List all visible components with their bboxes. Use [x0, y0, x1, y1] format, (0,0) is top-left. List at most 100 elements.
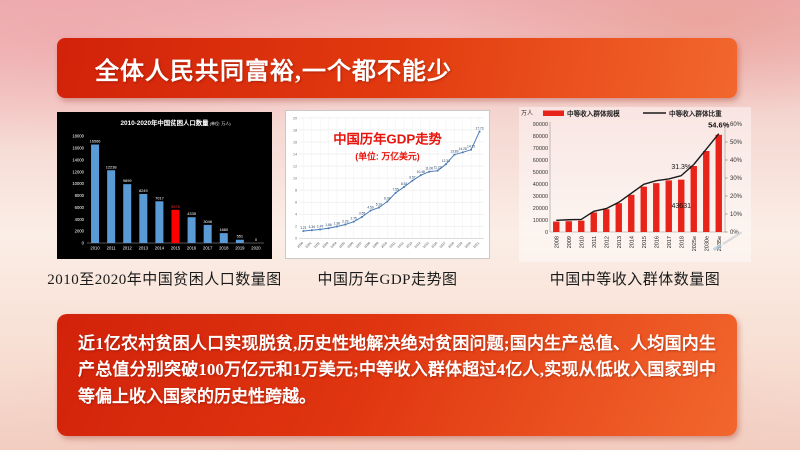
svg-text:30%: 30% [730, 176, 743, 182]
svg-text:4000: 4000 [75, 217, 85, 222]
svg-text:2035e: 2035e [717, 236, 723, 251]
svg-text:2016: 2016 [430, 241, 438, 249]
svg-text:2017: 2017 [667, 236, 673, 248]
svg-text:0: 0 [255, 237, 258, 242]
svg-text:40000: 40000 [533, 182, 548, 188]
svg-text:2012: 2012 [604, 236, 610, 248]
slide-title: 全体人民共同富裕,一个都不能少 [95, 58, 452, 85]
svg-text:60%: 60% [730, 122, 743, 128]
svg-text:2014: 2014 [155, 246, 165, 251]
svg-text:70000: 70000 [533, 146, 548, 152]
svg-text:2009: 2009 [372, 241, 380, 249]
svg-text:14: 14 [293, 151, 298, 156]
svg-text:2014: 2014 [629, 236, 635, 248]
svg-text:2010: 2010 [380, 241, 388, 249]
svg-text:0: 0 [295, 236, 298, 241]
poverty-bar-chart: 2010-2020年中国贫困人口数量 (单位: 万人) 0 2000 4000 6000… [57, 112, 272, 259]
svg-text:1.21: 1.21 [300, 226, 307, 230]
svg-text:2019: 2019 [235, 246, 245, 251]
svg-text:2011: 2011 [592, 236, 598, 248]
svg-text:2014: 2014 [414, 241, 422, 249]
middle-income-combo-chart-svg: 万人 中等收入群体规模 中等收入群体比重 0 10000 20000 30000 40000 5… [521, 109, 743, 251]
svg-text:60000: 60000 [533, 158, 548, 164]
svg-text:0%: 0% [730, 230, 739, 236]
svg-text:2009: 2009 [567, 236, 573, 248]
svg-text:2018: 2018 [219, 246, 229, 251]
svg-text:2013: 2013 [139, 246, 149, 251]
middle-income-combo-chart: 万人 中等收入群体规模 中等收入群体比重 0 10000 20000 30000 40000 5… [519, 107, 751, 262]
svg-text:2013: 2013 [617, 236, 623, 248]
svg-text:16566: 16566 [90, 139, 101, 144]
svg-text:90000: 90000 [533, 122, 548, 128]
svg-text:2006: 2006 [346, 241, 354, 249]
svg-text:2020: 2020 [464, 241, 472, 249]
svg-text:2008: 2008 [554, 236, 560, 248]
svg-text:10.48: 10.48 [417, 170, 425, 174]
svg-text:8249: 8249 [139, 188, 148, 193]
svg-text:0: 0 [82, 241, 85, 246]
svg-text:20: 20 [293, 115, 298, 120]
svg-text:2021: 2021 [472, 241, 480, 249]
svg-text:12.31: 12.31 [442, 159, 450, 163]
svg-text:551: 551 [237, 234, 244, 239]
svg-text:0: 0 [545, 230, 548, 236]
caption-middle-income-chart: 中国中等收入群体数量图 [549, 272, 721, 288]
svg-text:14.72: 14.72 [467, 145, 475, 149]
svg-text:1.47: 1.47 [317, 224, 324, 228]
svg-text:12238: 12238 [106, 164, 117, 169]
poverty-bar-chart-svg: 2010-2020年中国贫困人口数量 (单位: 万人) 0 2000 4000 6000… [72, 118, 264, 251]
svg-text:1.34: 1.34 [309, 225, 316, 229]
svg-text:6000: 6000 [75, 205, 85, 210]
svg-text:6.09: 6.09 [384, 196, 391, 200]
svg-text:10000: 10000 [533, 218, 548, 224]
svg-text:3.55: 3.55 [359, 212, 366, 216]
svg-text:2004: 2004 [330, 241, 338, 249]
title-banner: 全体人民共同富裕,一个都不能少 [57, 38, 737, 98]
svg-text:2019: 2019 [455, 241, 463, 249]
svg-text:54.6%: 54.6% [708, 121, 730, 130]
svg-text:2011: 2011 [389, 241, 397, 249]
svg-text:4: 4 [295, 212, 298, 217]
svg-text:中国历年GDP走势: 中国历年GDP走势 [333, 131, 442, 147]
svg-text:11.06: 11.06 [425, 167, 433, 171]
svg-text:5575: 5575 [171, 204, 180, 209]
svg-text:17.73: 17.73 [475, 126, 483, 130]
svg-text:万人: 万人 [521, 110, 533, 117]
svg-text:2.75: 2.75 [351, 217, 358, 221]
svg-text:2015: 2015 [422, 241, 430, 249]
svg-text:16: 16 [293, 139, 298, 144]
summary-text-block: 近1亿农村贫困人口实现脱贫,历史性地解决绝对贫困问题;国内生产总值、人均国内生产… [57, 314, 737, 436]
gdp-line-chart-svg: 0 2 4 6 8 10 12 14 16 18 20 1.21 2000 1.34 2001 1.47 200… [293, 115, 484, 249]
svg-text:11.23: 11.23 [434, 166, 442, 170]
svg-text:中等收入群体规模: 中等收入群体规模 [567, 109, 620, 118]
svg-text:2015: 2015 [171, 246, 181, 251]
svg-text:(单位: 万亿美元): (单位: 万亿美元) [355, 150, 420, 161]
gdp-line-chart: 0 2 4 6 8 10 12 14 16 18 20 1.21 2000 1.34 2001 1.47 200… [285, 110, 490, 259]
svg-text:1.96: 1.96 [334, 221, 341, 225]
svg-text:50000: 50000 [533, 170, 548, 176]
svg-text:13.89: 13.89 [450, 150, 458, 154]
svg-text:10: 10 [293, 175, 298, 180]
svg-text:5.10: 5.10 [376, 202, 383, 206]
svg-text:20000: 20000 [533, 206, 548, 212]
svg-text:8000: 8000 [75, 193, 85, 198]
svg-text:9.57: 9.57 [409, 176, 416, 180]
svg-text:18: 18 [293, 127, 298, 132]
svg-text:18000: 18000 [72, 134, 84, 139]
svg-text:2003: 2003 [321, 241, 329, 249]
svg-text:2010-2020年中国贫困人口数量 (单位: 万人): 2010-2020年中国贫困人口数量 (单位: 万人) [120, 118, 231, 127]
svg-text:2010: 2010 [90, 246, 100, 251]
svg-text:1.66: 1.66 [325, 223, 332, 227]
svg-text:2012: 2012 [123, 246, 133, 251]
svg-text:4.59: 4.59 [367, 205, 374, 209]
svg-text:3046: 3046 [203, 219, 212, 224]
svg-text:7017: 7017 [155, 195, 164, 200]
svg-text:16000: 16000 [72, 145, 84, 150]
svg-text:50%: 50% [730, 140, 743, 146]
svg-text:14000: 14000 [72, 157, 84, 162]
svg-text:2011: 2011 [107, 246, 117, 251]
svg-text:31.3%: 31.3% [671, 164, 691, 171]
svg-text:2.29: 2.29 [342, 219, 349, 223]
svg-text:2016: 2016 [654, 236, 660, 248]
